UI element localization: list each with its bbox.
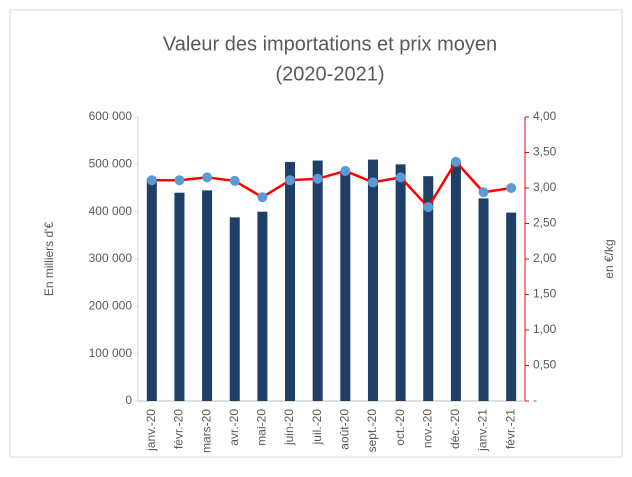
- bar: [312, 160, 323, 401]
- marker: [285, 175, 296, 186]
- bar: [478, 198, 489, 401]
- bar: [257, 211, 268, 401]
- marker: [395, 172, 406, 183]
- y2-tick-label: 4,00: [533, 109, 557, 123]
- x-tick-label: févr.-21: [503, 409, 517, 449]
- y2-tick-label: 3,00: [533, 180, 557, 194]
- marker: [257, 192, 268, 203]
- bar: [367, 159, 378, 401]
- bar: [146, 178, 157, 401]
- bar: [506, 212, 517, 401]
- y-axis-label: En milliers d'€: [42, 222, 56, 297]
- bar: [450, 161, 461, 401]
- y2-tick-label: 1,50: [533, 287, 557, 301]
- y-tick-label: 600 000: [89, 109, 133, 123]
- x-tick-label: févr.-20: [172, 409, 186, 449]
- marker: [450, 156, 461, 167]
- x-tick-label: nov.-20: [420, 409, 434, 448]
- marker: [340, 165, 351, 176]
- bar: [174, 192, 185, 401]
- x-tick-label: sept.-20: [365, 409, 379, 453]
- y-tick-label: 100 000: [89, 346, 133, 360]
- x-tick-label: août-20: [337, 409, 351, 450]
- y-tick-label: 400 000: [89, 204, 133, 218]
- chart-subtitle: (2020-2021): [276, 63, 385, 85]
- marker: [506, 183, 517, 193]
- x-tick-label: oct.-20: [393, 409, 407, 446]
- marker: [423, 202, 434, 213]
- y2-tick-label: 2,00: [533, 251, 557, 265]
- y2-axis-label: en €/kg: [602, 239, 616, 278]
- marker: [174, 175, 185, 186]
- x-tick-label: avr.-20: [227, 409, 241, 446]
- x-tick-label: juil.-20: [310, 409, 324, 446]
- y-tick-label: 200 000: [89, 299, 133, 313]
- bar: [340, 171, 351, 401]
- x-tick-label: mars-20: [199, 409, 213, 453]
- y2-tick-label: 2,50: [533, 216, 557, 230]
- bar: [395, 164, 406, 401]
- y2-tick-label: -: [533, 393, 537, 407]
- x-tick-label: juin-20: [282, 409, 296, 446]
- y2-tick-label: 3,50: [533, 145, 557, 159]
- marker: [229, 175, 240, 186]
- marker: [367, 177, 378, 188]
- bar: [202, 190, 213, 401]
- marker: [478, 187, 489, 198]
- x-tick-label: janv.-21: [476, 409, 490, 452]
- y-tick-label: 500 000: [89, 157, 133, 171]
- x-tick-label: janv.-20: [144, 409, 158, 452]
- marker: [146, 175, 157, 186]
- x-tick-label: déc.-20: [448, 409, 462, 449]
- bar: [423, 176, 434, 401]
- marker: [202, 172, 213, 183]
- bar: [285, 161, 296, 401]
- y2-tick-label: 1,00: [533, 322, 557, 336]
- chart-border: [9, 9, 623, 458]
- chart-title: Valeur des importations et prix moyen: [163, 33, 497, 55]
- y-tick-label: 0: [125, 393, 132, 407]
- y2-tick-label: 0,50: [533, 358, 557, 372]
- x-tick-label: mai-20: [255, 409, 269, 446]
- y-tick-label: 300 000: [89, 251, 133, 265]
- bar: [229, 217, 240, 401]
- marker: [312, 173, 323, 184]
